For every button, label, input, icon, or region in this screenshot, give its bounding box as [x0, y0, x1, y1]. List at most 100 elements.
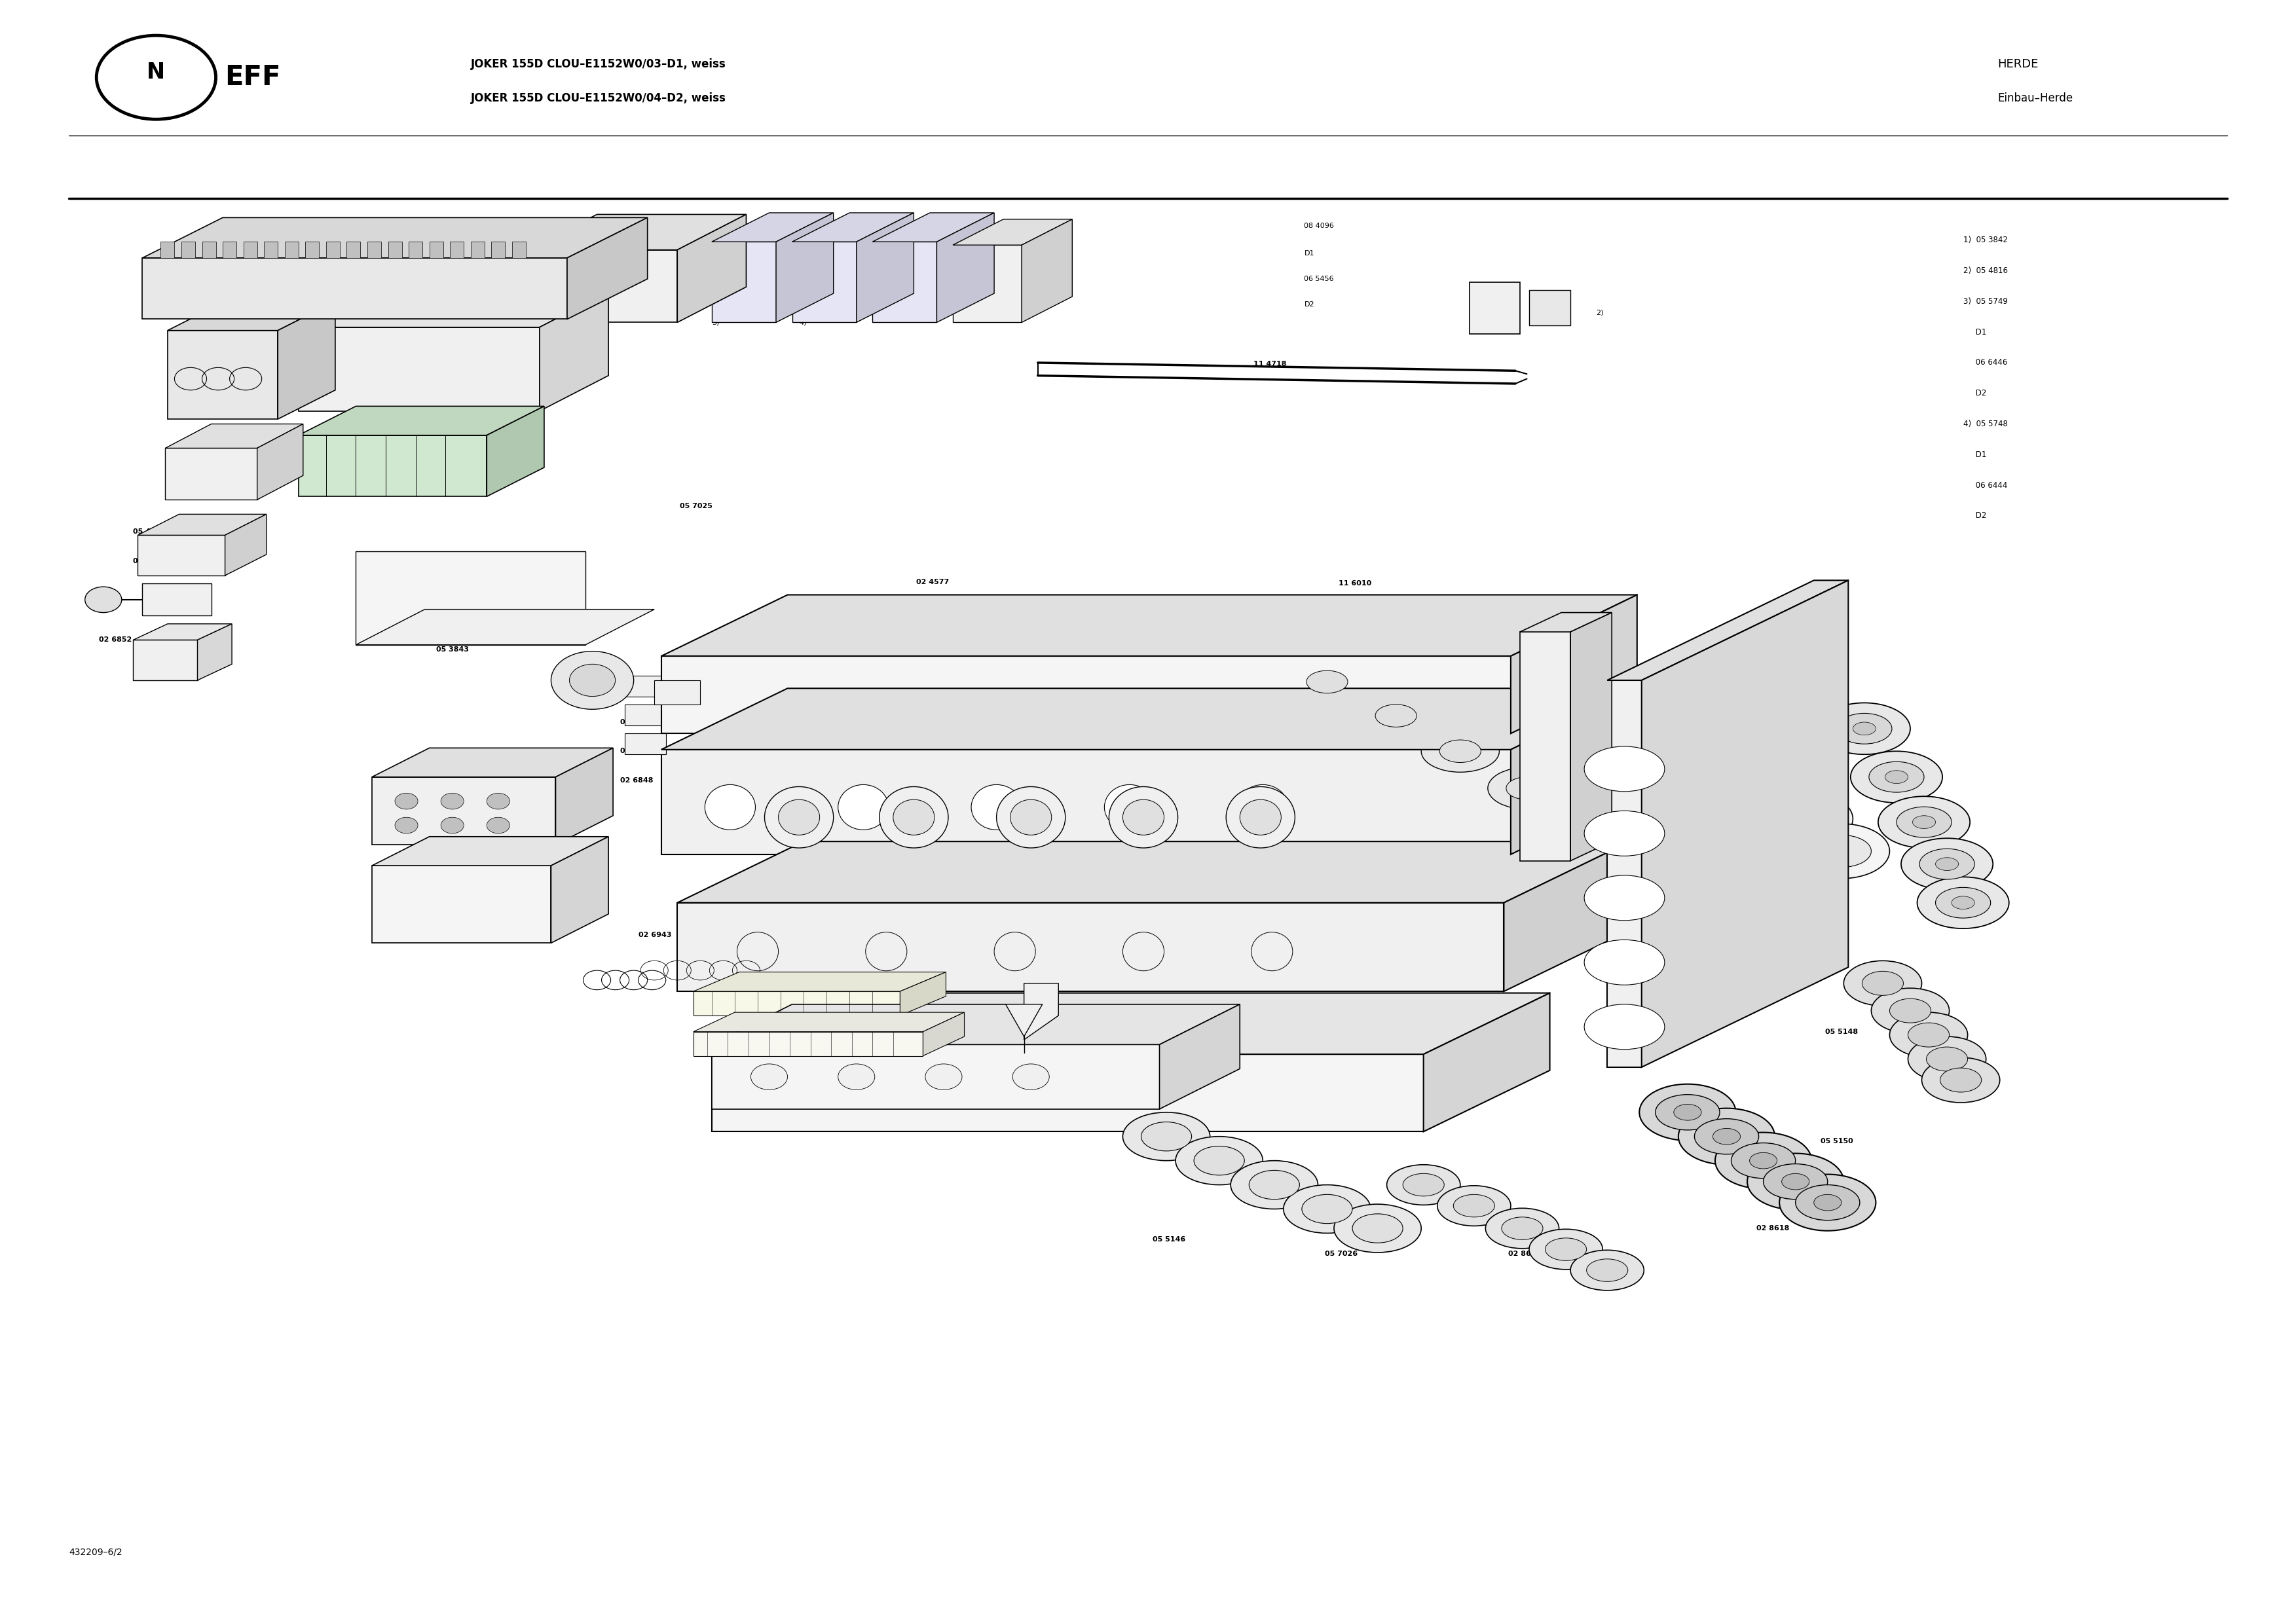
- Ellipse shape: [1837, 713, 1892, 743]
- Text: Set: Set: [1141, 1141, 1155, 1148]
- Text: 08 2353: 08 2353: [177, 445, 209, 451]
- Ellipse shape: [1251, 932, 1293, 970]
- Bar: [429, 242, 443, 258]
- Text: 1): 1): [1488, 298, 1495, 305]
- Polygon shape: [1520, 632, 1570, 861]
- Circle shape: [1013, 1064, 1049, 1090]
- Polygon shape: [792, 242, 856, 322]
- Ellipse shape: [1336, 682, 1456, 750]
- Ellipse shape: [1890, 1012, 1968, 1057]
- Text: 2): 2): [916, 603, 923, 609]
- Ellipse shape: [1502, 1217, 1543, 1240]
- Ellipse shape: [1238, 785, 1288, 830]
- Text: 02 6853: 02 6853: [400, 877, 432, 883]
- Circle shape: [85, 587, 122, 613]
- Text: 08 5303: 08 5303: [381, 790, 413, 796]
- Ellipse shape: [1486, 1209, 1559, 1248]
- Ellipse shape: [1862, 970, 1903, 995]
- Ellipse shape: [1506, 777, 1548, 800]
- Polygon shape: [661, 688, 1637, 750]
- Polygon shape: [556, 748, 613, 845]
- Text: 05 6980: 05 6980: [379, 574, 411, 580]
- Polygon shape: [900, 972, 946, 1016]
- Text: 05 4818: 05 4818: [133, 529, 165, 535]
- Text: D2: D2: [1963, 511, 1986, 521]
- Ellipse shape: [866, 932, 907, 970]
- Ellipse shape: [1750, 1153, 1777, 1169]
- Ellipse shape: [1341, 779, 1451, 840]
- Polygon shape: [1642, 580, 1848, 1067]
- Bar: [388, 242, 402, 258]
- Text: 14 0210: 14 0210: [643, 264, 675, 271]
- Bar: [243, 242, 257, 258]
- Ellipse shape: [1812, 835, 1871, 867]
- Ellipse shape: [1763, 1164, 1828, 1199]
- Ellipse shape: [1293, 754, 1362, 793]
- Ellipse shape: [1584, 1004, 1665, 1049]
- Polygon shape: [953, 245, 1022, 322]
- Polygon shape: [661, 750, 1511, 854]
- Text: 08 1958: 08 1958: [517, 366, 549, 372]
- Ellipse shape: [1936, 858, 1958, 870]
- Text: 05 5146: 05 5146: [1153, 1236, 1185, 1243]
- Polygon shape: [298, 406, 544, 435]
- Text: 11 7116: 11 7116: [1754, 853, 1786, 859]
- Ellipse shape: [1288, 661, 1366, 703]
- Ellipse shape: [1405, 814, 1515, 875]
- Polygon shape: [372, 866, 551, 943]
- Circle shape: [487, 817, 510, 833]
- Ellipse shape: [1584, 746, 1665, 791]
- Ellipse shape: [1853, 722, 1876, 735]
- Ellipse shape: [1123, 800, 1164, 835]
- Ellipse shape: [1141, 1122, 1192, 1151]
- Ellipse shape: [1814, 1194, 1841, 1211]
- Text: 02 8620: 02 8620: [1508, 1251, 1541, 1257]
- Text: 2): 2): [1596, 310, 1603, 316]
- Circle shape: [937, 1082, 969, 1104]
- Ellipse shape: [1851, 751, 1942, 803]
- Text: N: N: [147, 61, 165, 84]
- Polygon shape: [693, 972, 946, 991]
- Ellipse shape: [1387, 1164, 1460, 1206]
- Ellipse shape: [1231, 1161, 1318, 1209]
- Bar: [409, 242, 422, 258]
- Polygon shape: [1006, 1004, 1042, 1037]
- Circle shape: [441, 817, 464, 833]
- Bar: [223, 242, 236, 258]
- Ellipse shape: [1713, 1128, 1740, 1145]
- Ellipse shape: [1584, 940, 1665, 985]
- Ellipse shape: [1926, 1048, 1968, 1070]
- Polygon shape: [937, 213, 994, 322]
- Text: 02 2990: 02 2990: [1593, 864, 1626, 870]
- Ellipse shape: [996, 787, 1065, 848]
- Bar: [471, 242, 484, 258]
- Ellipse shape: [1176, 1136, 1263, 1185]
- Polygon shape: [138, 514, 266, 535]
- Ellipse shape: [1626, 788, 1681, 819]
- Bar: [491, 242, 505, 258]
- Ellipse shape: [1917, 877, 2009, 929]
- Ellipse shape: [765, 787, 833, 848]
- Bar: [512, 242, 526, 258]
- Ellipse shape: [1403, 1174, 1444, 1196]
- Polygon shape: [693, 1032, 923, 1056]
- Text: 05 7026: 05 7026: [1325, 1251, 1357, 1257]
- Text: 07 3975: 07 3975: [1022, 264, 1054, 271]
- Polygon shape: [540, 292, 608, 411]
- Ellipse shape: [1775, 803, 1835, 835]
- Ellipse shape: [1623, 701, 1683, 733]
- Ellipse shape: [1302, 1194, 1352, 1224]
- Ellipse shape: [1869, 762, 1924, 791]
- Text: 02 6854: 02 6854: [1603, 898, 1635, 904]
- Bar: [326, 242, 340, 258]
- Text: 4)  05 5748: 4) 05 5748: [1963, 419, 2007, 429]
- Ellipse shape: [1467, 754, 1587, 822]
- Polygon shape: [1511, 595, 1637, 733]
- Circle shape: [753, 1082, 785, 1104]
- Text: 02 4698: 02 4698: [641, 690, 673, 696]
- Text: 02 4577: 02 4577: [916, 579, 948, 585]
- Ellipse shape: [1224, 721, 1293, 759]
- Ellipse shape: [994, 932, 1035, 970]
- Text: JOKER 155D CLOU–E1152W0/03–D1, weiss: JOKER 155D CLOU–E1152W0/03–D1, weiss: [471, 58, 726, 71]
- Polygon shape: [712, 1045, 1159, 1109]
